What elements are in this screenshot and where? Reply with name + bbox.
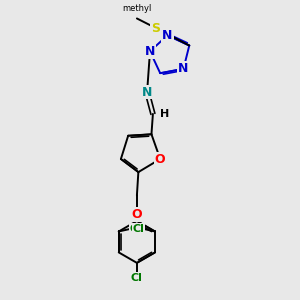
Text: N: N bbox=[142, 85, 152, 99]
Text: N: N bbox=[145, 45, 155, 58]
Text: N: N bbox=[145, 45, 155, 58]
Text: S: S bbox=[151, 22, 160, 34]
Text: O: O bbox=[132, 208, 142, 221]
Text: N: N bbox=[162, 29, 172, 42]
Text: Cl: Cl bbox=[133, 224, 144, 233]
Text: Cl: Cl bbox=[131, 273, 143, 283]
Text: N: N bbox=[178, 62, 189, 75]
Text: O: O bbox=[155, 152, 166, 166]
Text: H: H bbox=[159, 110, 169, 120]
Text: O: O bbox=[155, 152, 166, 166]
Text: N: N bbox=[162, 29, 172, 42]
Text: Cl: Cl bbox=[129, 224, 141, 233]
Text: N: N bbox=[178, 62, 189, 75]
Text: methyl: methyl bbox=[122, 4, 152, 13]
Text: O: O bbox=[132, 208, 142, 221]
Text: S: S bbox=[151, 22, 160, 34]
Text: N: N bbox=[142, 85, 152, 99]
Text: H: H bbox=[160, 109, 170, 119]
